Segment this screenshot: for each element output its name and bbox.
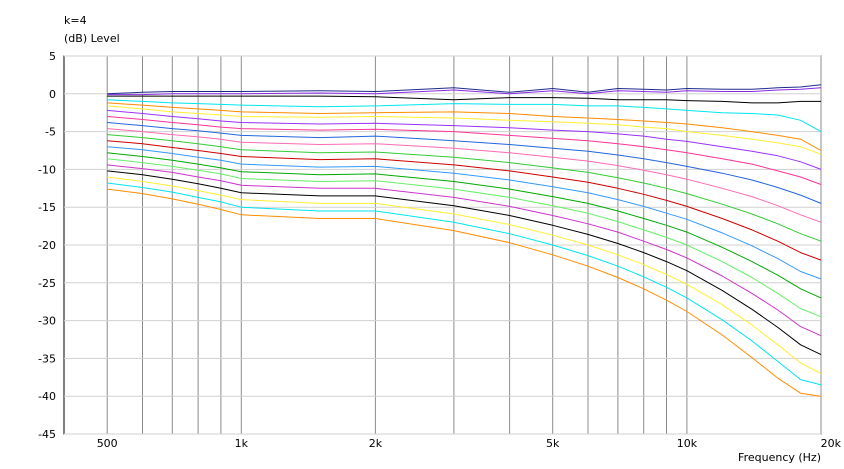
y-tick-label: -30 bbox=[38, 315, 56, 328]
series-line-14 bbox=[107, 152, 822, 299]
x-tick-labels: 500 1k 2k 5k 10k 20k bbox=[97, 437, 842, 450]
y-tick-label: -25 bbox=[38, 277, 56, 290]
series-line-13 bbox=[107, 146, 822, 280]
series-line-11 bbox=[107, 134, 822, 242]
series-line-2 bbox=[107, 87, 822, 96]
series-line-10 bbox=[107, 128, 822, 223]
y-tick-labels: 5 0 -5 -10 -15 -20 -25 -30 -35 -40 -45 bbox=[38, 50, 56, 441]
chart-title: k=4 bbox=[64, 14, 87, 27]
y-tick-label: -35 bbox=[38, 352, 56, 365]
series-layer bbox=[107, 84, 822, 397]
series-line-18 bbox=[107, 176, 822, 374]
x-axis-label: Frequency (Hz) bbox=[738, 451, 821, 464]
series-line-4 bbox=[107, 99, 822, 133]
series-line-12 bbox=[107, 140, 822, 261]
series-line-7 bbox=[107, 109, 822, 170]
series-line-20 bbox=[107, 188, 822, 397]
y-axis-label: (dB) Level bbox=[64, 32, 120, 45]
series-line-8 bbox=[107, 116, 822, 185]
series-line-17 bbox=[107, 170, 822, 356]
series-line-15 bbox=[107, 158, 822, 318]
y-tick-label: 5 bbox=[49, 50, 56, 63]
y-tick-label: 0 bbox=[49, 88, 56, 101]
y-tick-label: -5 bbox=[45, 126, 56, 139]
y-tick-label: -20 bbox=[38, 239, 56, 252]
y-tick-label: -15 bbox=[38, 201, 56, 214]
series-line-1 bbox=[107, 84, 822, 95]
series-line-6 bbox=[107, 105, 822, 155]
series-line-16 bbox=[107, 164, 822, 337]
y-tick-label: -10 bbox=[38, 163, 56, 176]
x-tick-label: 20k bbox=[821, 437, 842, 450]
series-line-3 bbox=[107, 95, 821, 104]
x-tick-label: 500 bbox=[97, 437, 118, 450]
series-line-9 bbox=[107, 122, 822, 204]
series-line-5 bbox=[107, 102, 822, 151]
x-tick-label: 1k bbox=[235, 437, 249, 450]
x-tick-label: 2k bbox=[369, 437, 383, 450]
x-tick-label: 10k bbox=[677, 437, 698, 450]
y-tick-label: -45 bbox=[38, 428, 56, 441]
x-tick-label: 5k bbox=[546, 437, 560, 450]
y-tick-label: -40 bbox=[38, 390, 56, 403]
series-line-19 bbox=[107, 182, 822, 386]
